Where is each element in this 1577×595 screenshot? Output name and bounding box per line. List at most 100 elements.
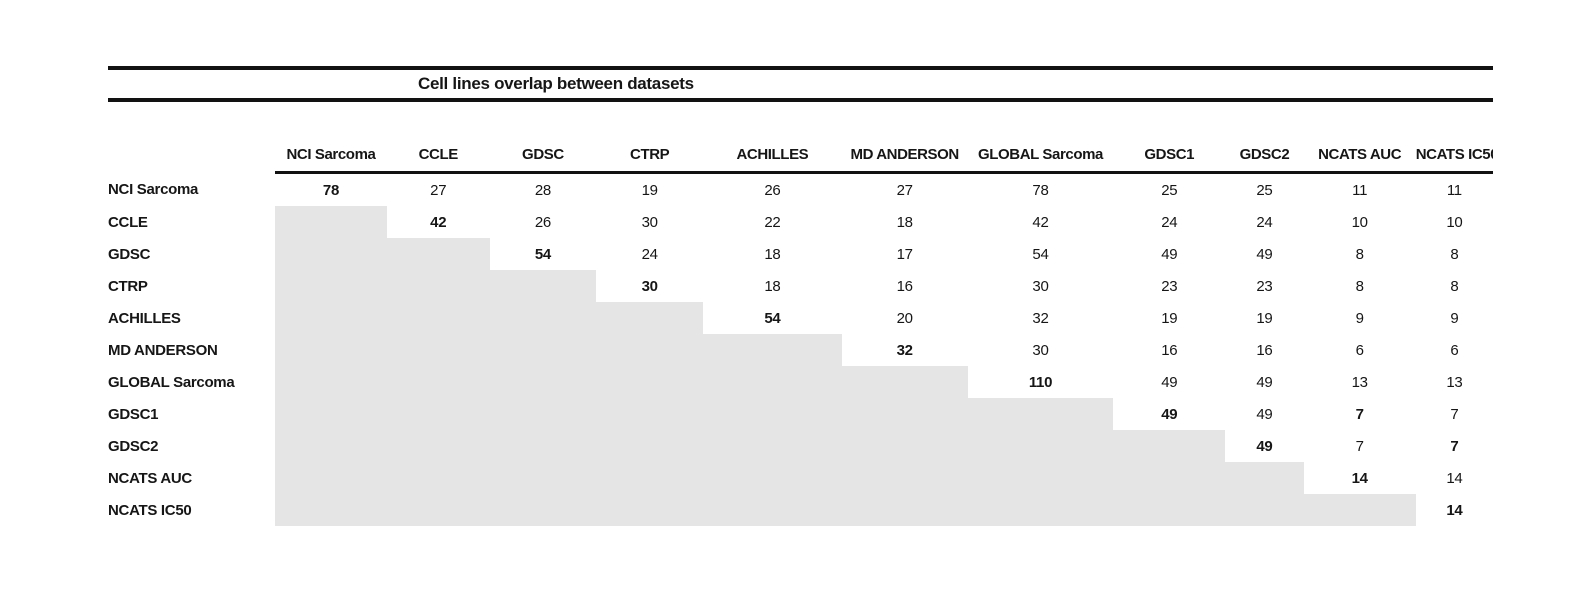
shaded-empty-cell [489, 270, 597, 302]
shaded-empty-cell [386, 462, 490, 494]
overlap-value-cell: 49 [1161, 245, 1178, 263]
shaded-empty-cell [489, 494, 597, 526]
shaded-empty-cell [841, 366, 968, 398]
overlap-value-cell: 30 [641, 213, 658, 231]
table-row: ACHILLES 54 20 32 19 19 9 9 [108, 302, 1493, 334]
shaded-empty-cell [275, 398, 387, 430]
shaded-empty-cell [386, 430, 490, 462]
shaded-empty-cell [1303, 494, 1416, 526]
shaded-empty-cell [841, 462, 968, 494]
overlap-value-cell: 19 [1161, 309, 1178, 327]
overlap-value-cell: 7 [1355, 405, 1364, 423]
shaded-empty-cell [275, 494, 387, 526]
overlap-value-cell: 49 [1161, 373, 1178, 391]
overlap-value-cell: 8 [1355, 277, 1364, 295]
overlap-value-cell: 7 [1355, 437, 1364, 455]
column-header: CTRP [596, 138, 704, 174]
shaded-empty-cell [596, 366, 704, 398]
overlap-value-cell: 49 [1256, 245, 1273, 263]
shaded-empty-cell [596, 398, 704, 430]
shaded-empty-cell [489, 398, 597, 430]
shaded-empty-cell [703, 494, 842, 526]
row-header: CCLE [108, 213, 148, 231]
overlap-value-cell: 78 [1032, 181, 1049, 199]
shaded-empty-cell [489, 430, 597, 462]
overlap-value-cell: 18 [764, 245, 781, 263]
shaded-empty-cell [275, 462, 387, 494]
overlap-value-cell: 30 [1032, 341, 1049, 359]
overlap-value-cell: 54 [1032, 245, 1049, 263]
overlap-value-cell: 23 [1161, 277, 1178, 295]
row-header: GDSC2 [108, 437, 159, 455]
overlap-value-cell: 16 [1256, 341, 1273, 359]
overlap-value-cell: 27 [430, 181, 447, 199]
column-header: NCATS IC50 [1415, 138, 1493, 174]
table-row: CCLE 42 26 30 22 18 42 24 24 10 10 [108, 206, 1493, 238]
table-row: MD ANDERSON 32 30 16 16 6 6 [108, 334, 1493, 366]
cell-line-overlap-table: NCI Sarcoma CCLE GDSC CTRP ACHILLES MD ANDERS… [108, 138, 1493, 526]
shaded-empty-cell [386, 302, 490, 334]
column-header: CCLE [386, 138, 490, 174]
table-row: CTRP 30 18 16 30 23 23 8 8 [108, 270, 1493, 302]
table-title: Cell lines overlap between datasets [418, 74, 694, 93]
shaded-empty-cell [596, 430, 704, 462]
overlap-value-cell: 7 [1450, 437, 1459, 455]
table-title-band: Cell lines overlap between datasets [108, 66, 1493, 102]
overlap-value-cell: 10 [1446, 213, 1463, 231]
shaded-empty-cell [489, 302, 597, 334]
overlap-value-cell: 30 [1032, 277, 1049, 295]
overlap-value-cell: 25 [1256, 181, 1273, 199]
overlap-value-cell: 11 [1446, 181, 1462, 199]
shaded-empty-cell [967, 398, 1114, 430]
table-figure: Cell lines overlap between datasets NCI … [108, 66, 1493, 526]
shaded-empty-cell [275, 206, 387, 238]
shaded-empty-cell [1225, 462, 1304, 494]
overlap-value-cell: 24 [1161, 213, 1178, 231]
column-header: NCI Sarcoma [275, 138, 387, 174]
table-row: NCATS IC50 14 [108, 494, 1493, 526]
shaded-empty-cell [596, 334, 704, 366]
overlap-value-cell: 24 [641, 245, 658, 263]
overlap-value-cell: 18 [764, 277, 781, 295]
column-header: GLOBAL Sarcoma [967, 138, 1114, 174]
shaded-empty-cell [275, 430, 387, 462]
overlap-value-cell: 25 [1161, 181, 1178, 199]
overlap-value-cell: 28 [534, 181, 551, 199]
overlap-value-cell: 78 [322, 181, 340, 199]
shaded-empty-cell [489, 334, 597, 366]
overlap-value-cell: 19 [641, 181, 658, 199]
header-row: NCI Sarcoma CCLE GDSC CTRP ACHILLES MD ANDERS… [108, 138, 1493, 174]
overlap-value-cell: 14 [1446, 501, 1463, 519]
row-header: ACHILLES [108, 309, 181, 327]
overlap-value-cell: 110 [1028, 373, 1053, 391]
shaded-empty-cell [1113, 430, 1226, 462]
overlap-value-cell: 49 [1161, 405, 1178, 423]
shaded-empty-cell [1113, 462, 1226, 494]
table-row: NCATS AUC 14 14 [108, 462, 1493, 494]
overlap-value-cell: 26 [764, 181, 781, 199]
overlap-value-cell: 7 [1450, 405, 1459, 423]
overlap-value-cell: 32 [1032, 309, 1049, 327]
shaded-empty-cell [596, 302, 704, 334]
overlap-value-cell: 49 [1256, 437, 1273, 455]
overlap-value-cell: 26 [534, 213, 551, 231]
shaded-empty-cell [703, 366, 842, 398]
overlap-value-cell: 30 [641, 277, 658, 295]
column-header: GDSC1 [1113, 138, 1226, 174]
overlap-value-cell: 6 [1355, 341, 1364, 359]
shaded-empty-cell [1113, 494, 1226, 526]
corner-cell [108, 138, 275, 173]
overlap-value-cell: 14 [1446, 469, 1463, 487]
shaded-empty-cell [967, 462, 1114, 494]
overlap-value-cell: 8 [1450, 277, 1459, 295]
overlap-value-cell: 24 [1256, 213, 1273, 231]
row-header: GDSC [108, 245, 151, 263]
overlap-value-cell: 17 [896, 245, 913, 263]
shaded-empty-cell [703, 462, 842, 494]
row-header: GLOBAL Sarcoma [108, 373, 235, 391]
shaded-empty-cell [841, 398, 968, 430]
shaded-empty-cell [489, 366, 597, 398]
overlap-value-cell: 27 [896, 181, 913, 199]
shaded-empty-cell [841, 494, 968, 526]
table-row: GDSC 54 24 18 17 54 49 49 8 8 [108, 238, 1493, 270]
